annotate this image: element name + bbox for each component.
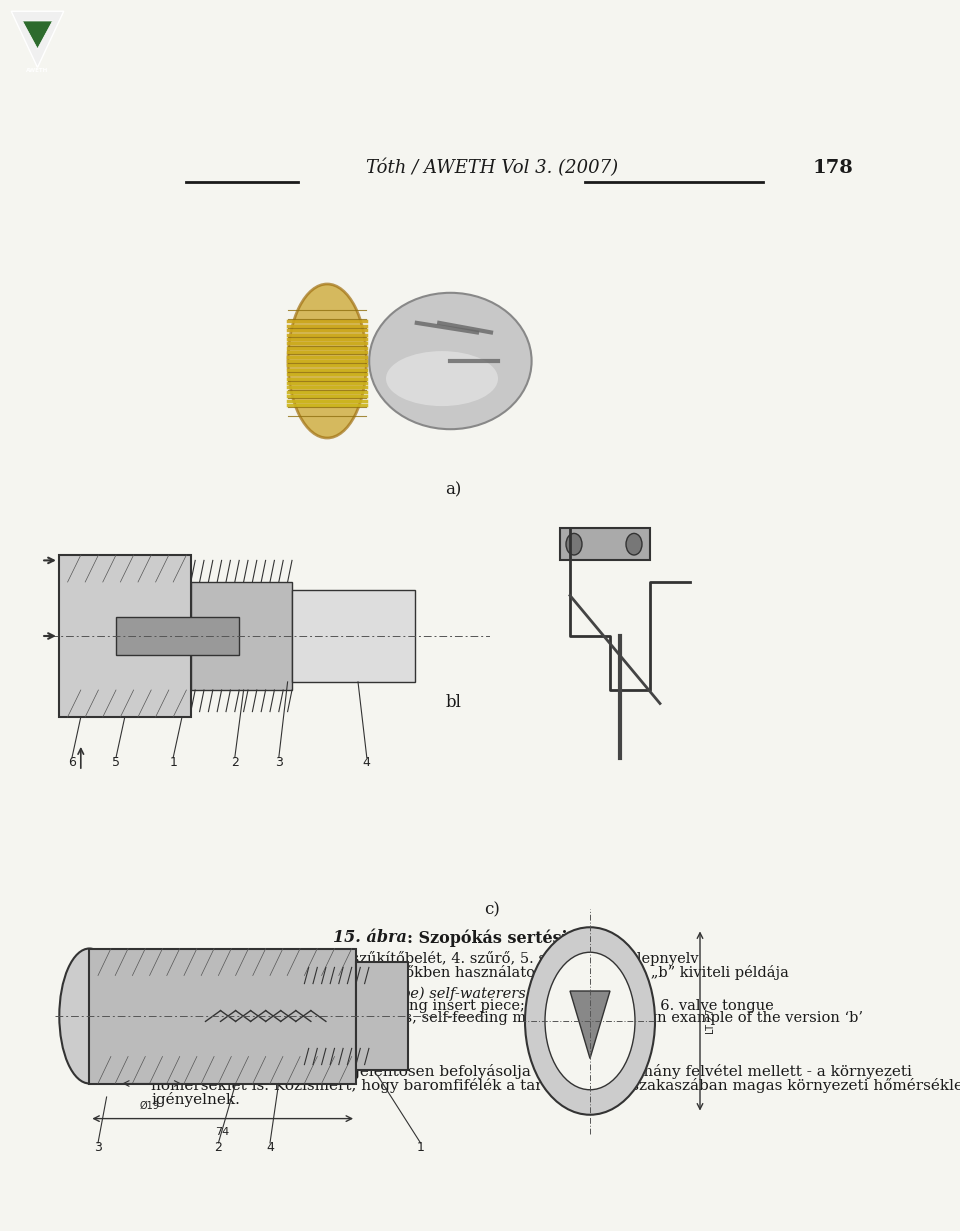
- Text: 2: 2: [214, 1141, 223, 1153]
- Text: Ø19: Ø19: [139, 1101, 159, 1110]
- Text: 178: 178: [812, 159, 853, 177]
- Text: 4: 4: [363, 756, 371, 768]
- Text: a. csészében, b. vályúkban, önetetőkben használatos kivitelek, c. a „b” kiviteli: a. csészében, b. vályúkban, önetetőkben …: [151, 965, 789, 980]
- Text: : Szopókás sertésitatók: : Szopókás sertésitatók: [407, 929, 614, 947]
- Polygon shape: [22, 21, 53, 49]
- Bar: [191, 582, 292, 691]
- Text: 1: 1: [169, 756, 178, 768]
- Polygon shape: [12, 11, 63, 68]
- Circle shape: [626, 533, 642, 555]
- Text: 1. tömítőgyűrű, 2. rugó, 3. szűkítőbelét, 4. szűrő, 5. szelep, 6. szelepnyelv: 1. tömítőgyűrű, 2. rugó, 3. szűkítőbelét…: [151, 950, 699, 966]
- Text: hőmérséklet is. Közismert, hogy baromfifélék a tartás kezdeti szakaszában magas : hőmérséklet is. Közismert, hogy baromfif…: [151, 1078, 960, 1093]
- Ellipse shape: [288, 284, 367, 438]
- Ellipse shape: [60, 949, 119, 1083]
- Text: 1. sealing ring; 2. spring; 3. reducing insert piece; 4. filter; 5. valve; 6. va: 1. sealing ring; 2. spring; 3. reducing …: [151, 998, 774, 1013]
- Text: 74: 74: [216, 1126, 229, 1136]
- Text: Figure 15. Mouth-piece (nipple-type) self-waterers for pigs: Figure 15. Mouth-piece (nipple-type) sel…: [151, 986, 587, 1001]
- Ellipse shape: [525, 927, 655, 1115]
- Text: Baromfi-itatók: Baromfi-itatók: [151, 1041, 312, 1059]
- Text: a. in a watering bowl; b. in troughs, self-feeding mangers; c. a design example : a. in a watering bowl; b. in troughs, se…: [151, 1011, 863, 1025]
- Ellipse shape: [545, 953, 635, 1089]
- Bar: [89, 949, 356, 1083]
- Ellipse shape: [386, 351, 498, 406]
- Polygon shape: [570, 991, 610, 1059]
- Text: c): c): [484, 901, 500, 918]
- Text: 15. ábra: 15. ábra: [333, 929, 407, 947]
- Text: 3: 3: [94, 1141, 102, 1153]
- Text: 5: 5: [112, 756, 120, 768]
- Text: 2: 2: [230, 756, 239, 768]
- Text: AWETH: AWETH: [26, 69, 49, 74]
- Text: 6: 6: [68, 756, 76, 768]
- Circle shape: [566, 533, 582, 555]
- Bar: [292, 590, 415, 682]
- Bar: [560, 528, 650, 560]
- Text: 1: 1: [417, 1141, 424, 1153]
- Text: LT 27: LT 27: [706, 1008, 716, 1034]
- Bar: [356, 961, 408, 1070]
- Bar: [59, 555, 191, 716]
- Text: 4: 4: [266, 1141, 274, 1153]
- Text: bl: bl: [445, 693, 461, 710]
- Text: igényelnek.: igényelnek.: [151, 1092, 240, 1107]
- Ellipse shape: [370, 293, 532, 430]
- Text: 3: 3: [275, 756, 283, 768]
- Text: Tóth / AWETH Vol 3. (2007): Tóth / AWETH Vol 3. (2007): [366, 159, 618, 177]
- Bar: [116, 617, 239, 655]
- Text: A napi vízszükségletet jelentősen befolyásolja - a napi takarmány felvétel melle: A napi vízszükségletet jelentősen befoly…: [179, 1064, 912, 1080]
- Text: a): a): [445, 481, 462, 499]
